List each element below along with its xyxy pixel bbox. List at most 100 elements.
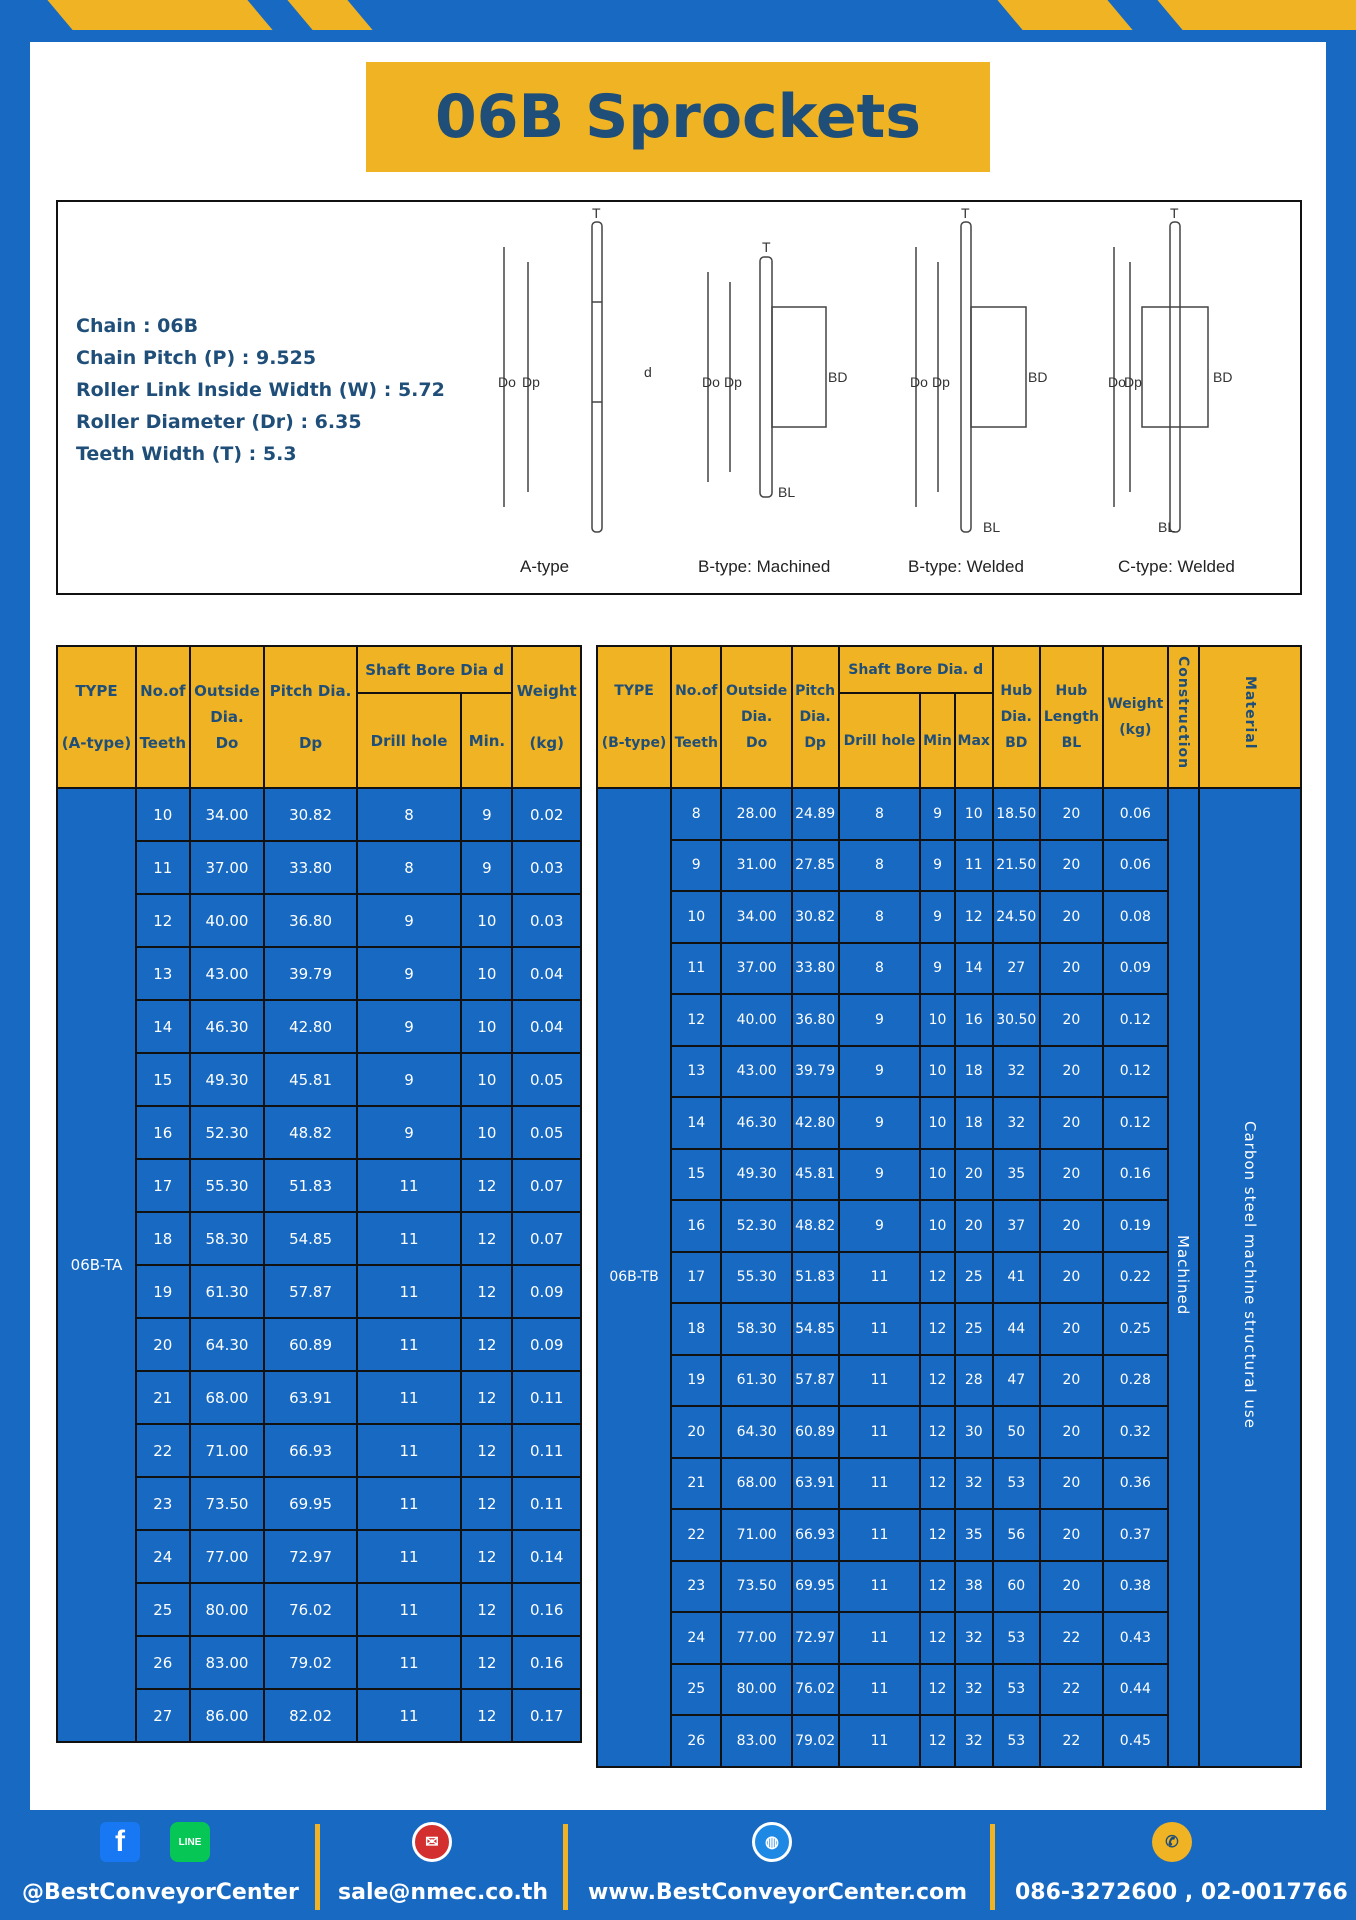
table-cell: 0.16 [1102,1147,1169,1201]
globe-icon[interactable]: ◍ [752,1822,792,1862]
table-cell: 27 [135,1688,191,1743]
table-cell: 17 [670,1250,723,1304]
table-row: 12 40.00 36.80 9 10 16 30.50 20 0.12 [597,993,1301,1047]
facebook-handle[interactable]: @BestConveyorCenter [22,1880,299,1905]
table-cell: 45.81 [790,1147,840,1201]
header-drill-hole: Drill hole [837,692,922,789]
table-cell: 12 [919,1250,956,1304]
table-cell: 26 [670,1714,723,1768]
table-cell: 34.00 [188,787,266,842]
table-cell: 9 [837,1044,922,1098]
table-cell: 53 [991,1714,1041,1768]
table-cell: 42.80 [263,999,358,1054]
b-welded-hub [970,306,1027,428]
table-cell: 24.50 [991,890,1041,944]
table-cell: 12 [670,993,723,1047]
table-cell: 48.82 [790,1199,840,1253]
page-title: 06B Sprockets [366,62,990,172]
table-cell: 76.02 [790,1662,840,1716]
table-cell: 10 [460,946,514,1001]
table-row: 11 37.00 33.80 8 9 14 27 20 0.09 [597,941,1301,995]
table-cell: 0.25 [1102,1302,1169,1356]
table-cell: 22 [1038,1611,1105,1665]
table-cell: 20 [1038,787,1105,841]
table-cell: 9 [670,838,723,892]
table-cell: 11 [355,1423,463,1478]
dim-dp: Dp [1124,374,1142,390]
header-teeth: No.of Teeth [670,645,723,789]
table-cell: 20 [953,1199,994,1253]
table-cell: 0.17 [511,1688,582,1743]
table-cell: 57.87 [790,1353,840,1407]
table-cell: 57.87 [263,1264,358,1319]
table-cell: 37.00 [188,840,266,895]
table-cell: 12 [460,1264,514,1319]
table-cell: 69.95 [790,1559,840,1613]
divider [563,1824,568,1910]
table-cell: 0.38 [1102,1559,1169,1613]
facebook-icon[interactable]: f [100,1822,140,1862]
table-row: 24 77.00 72.97 11 12 32 53 22 0.43 [597,1611,1301,1665]
table-cell: 11 [837,1714,922,1768]
dim-dp: Dp [932,374,950,390]
table-cell: 11 [837,1456,922,1510]
email-icon[interactable]: ✉ [412,1822,452,1862]
table-cell: 31.00 [720,838,793,892]
table-cell: 24.89 [790,787,840,841]
table-cell: 8 [355,840,463,895]
dim-do: Do [1108,374,1126,390]
table-cell: 0.12 [1102,1096,1169,1150]
table-cell: 46.30 [188,999,266,1054]
table-row: 22 71.00 66.93 11 12 35 56 20 0.37 [597,1508,1301,1562]
table-cell: 22 [1038,1662,1105,1716]
table-cell: 14 [670,1096,723,1150]
table-cell: 8 [837,890,922,944]
table-cell: 10 [460,1052,514,1107]
table-cell: 19 [135,1264,191,1319]
table-cell: 0.04 [511,999,582,1054]
table-cell: 0.16 [511,1635,582,1690]
table-cell: 18 [670,1302,723,1356]
table-cell: 27.85 [790,838,840,892]
dim-bl: BL [778,484,795,500]
table-cell: 73.50 [720,1559,793,1613]
table-cell: 20 [1038,1302,1105,1356]
phone-numbers[interactable]: 086-3272600 , 02-0017766 [1015,1880,1348,1905]
table-cell: 73.50 [188,1476,266,1531]
table-cell: 14 [135,999,191,1054]
table-cell: 0.02 [511,787,582,842]
table-row: 14 46.30 42.80 9 10 18 32 20 0.12 [597,1096,1301,1150]
b-type-table: TYPE (B-type) No.of Teeth Outside Dia. Do Pi… [595,645,1303,1768]
table-row: 17 55.30 51.83 11 12 25 41 20 0.22 [597,1250,1301,1304]
table-cell: 9 [837,1147,922,1201]
table-cell: 0.19 [1102,1199,1169,1253]
table-cell: 66.93 [790,1508,840,1562]
website-link[interactable]: www.BestConveyorCenter.com [588,1880,968,1905]
table-cell: 11 [355,1476,463,1531]
table-cell: 51.83 [790,1250,840,1304]
header-pitch-dia: Pitch Dia. Dp [790,645,840,789]
table-cell: 12 [919,1559,956,1613]
table-row: 20 64.30 60.89 11 12 30 50 20 0.32 [597,1405,1301,1459]
table-cell: 8 [670,787,723,841]
table-row: 19 61.30 57.87 11 12 28 47 20 0.28 [597,1353,1301,1407]
phone-icon[interactable]: ✆ [1152,1822,1192,1862]
table-cell: 20 [1038,890,1105,944]
table-cell: 36.80 [790,993,840,1047]
a-type-table: TYPE (A-type) No.of Teeth Outside Dia. Do Pi… [56,645,582,1743]
table-cell: 53 [991,1456,1041,1510]
table-cell: 0.07 [511,1158,582,1213]
table-cell: 86.00 [188,1688,266,1743]
table-cell: 10 [460,1105,514,1160]
table-row: 10 34.00 30.82 8 9 12 24.50 20 0.08 [597,890,1301,944]
table-cell: 12 [919,1714,956,1768]
email-link[interactable]: sale@nmec.co.th [338,1880,548,1905]
table-cell: 35 [953,1508,994,1562]
line-icon[interactable]: LINE [170,1822,210,1862]
table-cell: 9 [919,890,956,944]
table-cell: 12 [135,893,191,948]
table-cell: 68.00 [188,1370,266,1425]
table-row: 16 52.30 48.82 9 10 20 37 20 0.19 [597,1199,1301,1253]
dim-t: T [961,205,970,221]
table-row: 15 49.30 45.81 9 10 0.05 [57,1052,582,1107]
